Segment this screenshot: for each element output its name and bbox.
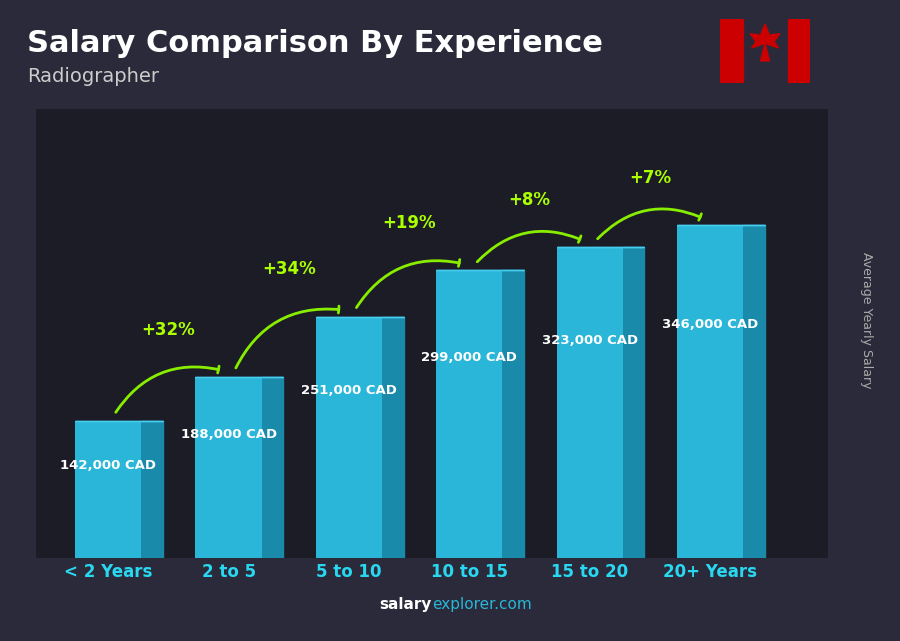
Text: 251,000 CAD: 251,000 CAD	[301, 384, 397, 397]
Text: 346,000 CAD: 346,000 CAD	[662, 319, 758, 331]
Polygon shape	[502, 271, 524, 558]
Bar	[677, 225, 743, 558]
Text: +34%: +34%	[262, 260, 316, 278]
Polygon shape	[743, 225, 765, 558]
Bar	[436, 271, 502, 558]
Text: Salary Comparison By Experience: Salary Comparison By Experience	[27, 29, 603, 58]
Polygon shape	[750, 24, 780, 48]
Bar	[75, 421, 141, 558]
Polygon shape	[760, 44, 770, 61]
Bar	[788, 19, 810, 83]
Polygon shape	[623, 247, 644, 558]
Bar	[316, 317, 382, 558]
Bar	[720, 19, 742, 83]
Polygon shape	[382, 317, 404, 558]
Polygon shape	[262, 377, 284, 558]
Text: +19%: +19%	[382, 214, 436, 232]
Text: salary: salary	[380, 597, 432, 612]
Bar	[195, 377, 262, 558]
Polygon shape	[141, 421, 163, 558]
Text: +32%: +32%	[141, 321, 195, 339]
Text: 299,000 CAD: 299,000 CAD	[421, 351, 518, 364]
Bar	[556, 247, 623, 558]
Text: 323,000 CAD: 323,000 CAD	[542, 334, 638, 347]
Text: explorer.com: explorer.com	[432, 597, 532, 612]
Text: Average Yearly Salary: Average Yearly Salary	[860, 253, 873, 388]
Text: 188,000 CAD: 188,000 CAD	[181, 428, 276, 440]
Text: Radiographer: Radiographer	[27, 67, 159, 87]
Text: 142,000 CAD: 142,000 CAD	[60, 460, 157, 472]
Text: +8%: +8%	[508, 191, 551, 209]
Text: +7%: +7%	[629, 169, 670, 187]
